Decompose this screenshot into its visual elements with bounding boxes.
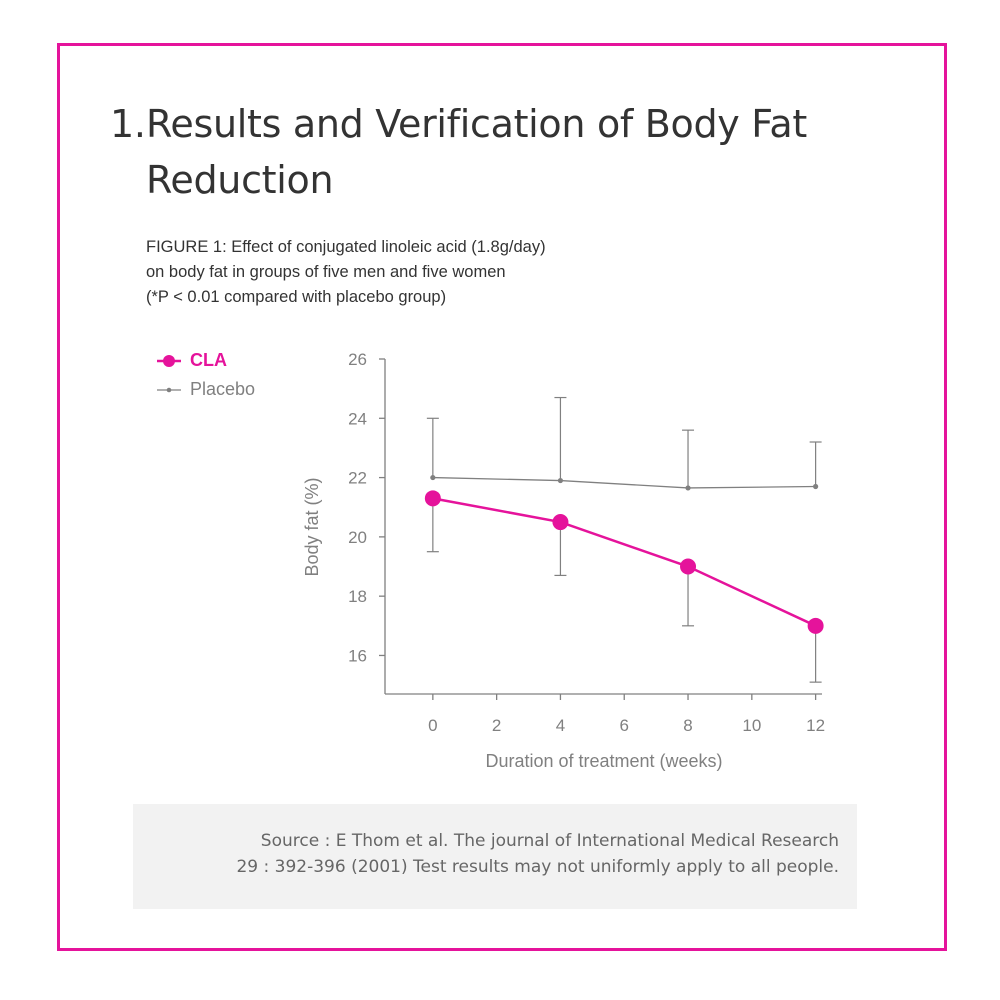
section-heading: 1.Results and Verification of Body Fat R… [110, 96, 807, 208]
x-tick-label: 0 [428, 716, 437, 735]
y-axis-title: Body fat (%) [302, 477, 322, 576]
placebo-data-point [685, 485, 691, 491]
y-tick-label: 24 [348, 409, 367, 428]
x-tick-label: 8 [683, 716, 692, 735]
cla-data-point [552, 514, 569, 531]
x-tick-label: 12 [806, 716, 825, 735]
source-text: Source : E Thom et al. The journal of In… [236, 828, 839, 880]
caption-line-1: FIGURE 1: Effect of conjugated linoleic … [146, 238, 546, 256]
y-tick-label: 16 [348, 646, 367, 665]
source-line-1: Source : E Thom et al. The journal of In… [260, 831, 839, 851]
cla-data-point [424, 490, 441, 507]
y-tick-label: 18 [348, 587, 367, 606]
x-axis-title: Duration of treatment (weeks) [485, 751, 722, 771]
heading-line-2: Reduction [146, 158, 334, 202]
y-tick-label: 26 [348, 350, 367, 369]
x-tick-label: 4 [556, 716, 565, 735]
heading-line-1: Results and Verification of Body Fat [146, 102, 807, 146]
cla-data-point [807, 617, 824, 634]
legend-label-cla: CLA [190, 350, 227, 370]
legend-item-placebo: Placebo [156, 375, 255, 404]
placebo-data-point [557, 477, 564, 484]
legend-label-placebo: Placebo [190, 379, 256, 399]
source-box: Source : E Thom et al. The journal of In… [133, 804, 857, 909]
chart-legend: CLA Placebo [156, 346, 255, 404]
cla-marker-icon [157, 354, 181, 367]
caption-line-3: (*P < 0.01 compared with placebo group) [146, 288, 447, 306]
content-frame [57, 43, 947, 951]
figure-caption: FIGURE 1: Effect of conjugated linoleic … [146, 235, 706, 310]
placebo-data-point [813, 483, 819, 490]
placebo-series-line [432, 476, 816, 489]
x-tick-label: 2 [492, 716, 501, 735]
section-number: 1. [110, 102, 146, 146]
legend-item-cla: CLA [156, 346, 255, 375]
x-tick-label: 6 [619, 716, 628, 735]
placebo-marker-icon [157, 387, 181, 392]
cla-series-line [432, 497, 817, 627]
x-tick-label: 10 [742, 716, 761, 735]
caption-line-2: on body fat in groups of five men and fi… [146, 263, 506, 281]
placebo-data-point [430, 474, 436, 481]
y-tick-label: 22 [348, 469, 367, 488]
y-tick-label: 20 [348, 528, 367, 547]
cla-data-point [680, 558, 697, 575]
source-line-2: 29 : 392-396 (2001) Test results may not… [236, 857, 839, 877]
